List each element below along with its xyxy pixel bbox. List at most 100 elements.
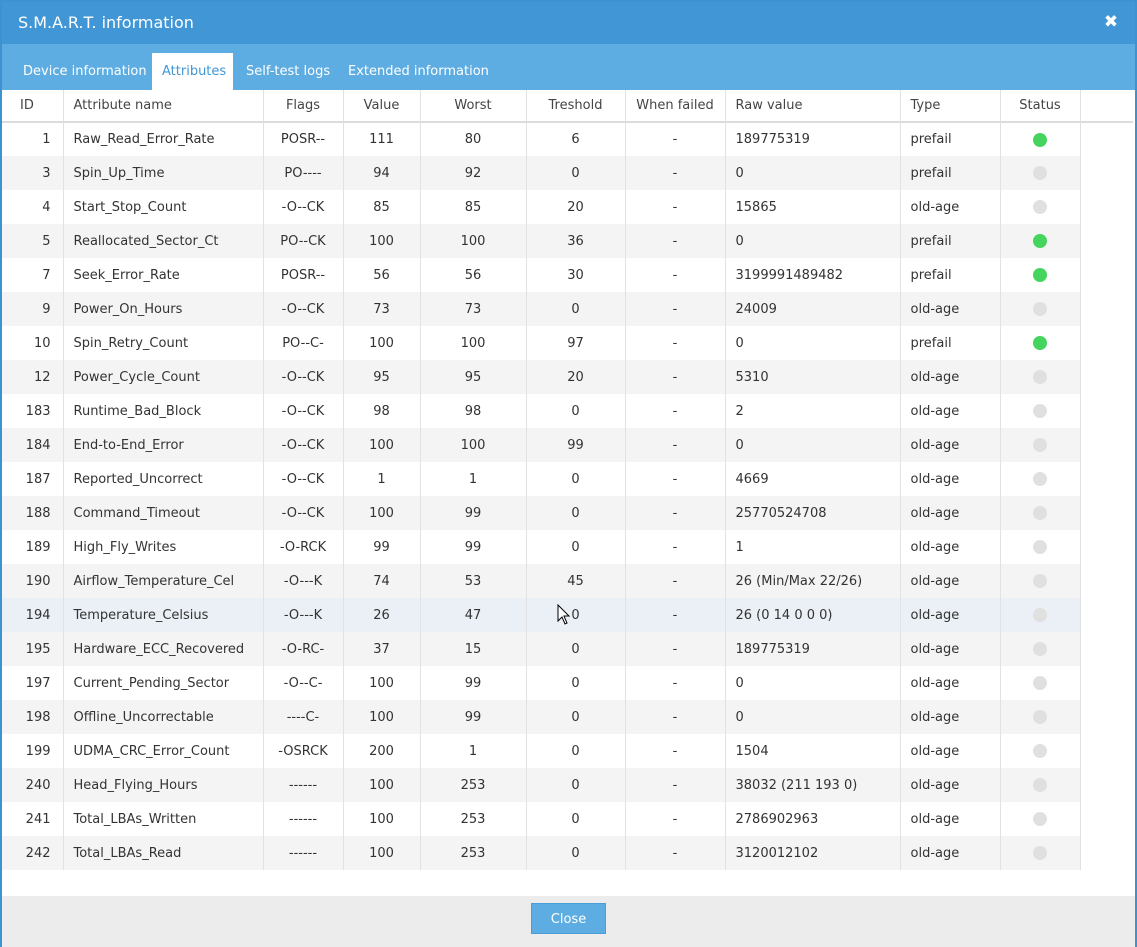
cell-id: 189 [2, 530, 64, 564]
column-header-worst[interactable]: Worst [420, 90, 527, 123]
tab-self-test-logs[interactable]: Self-test logs [246, 64, 331, 79]
cell-spacer [1080, 326, 1133, 360]
tab-device-information[interactable]: Device information [23, 64, 147, 79]
table-row[interactable]: 187 Reported_Uncorrect -O--CK 1 1 0-4669 old-a… [2, 462, 1133, 496]
column-header-type[interactable]: Type [900, 90, 1001, 123]
cell-id: 12 [2, 360, 64, 394]
table-row[interactable]: 242 Total_LBAs_Read ------ 100 253 0-31200121… [2, 836, 1133, 870]
cell-type: old-age [900, 768, 1001, 802]
cell-type: old-age [900, 564, 1001, 598]
cell-type: old-age [900, 700, 1001, 734]
tab-attributes[interactable]: Attributes [152, 53, 233, 90]
cell-status [1000, 394, 1081, 428]
cell-value: 26 [343, 598, 421, 632]
table-row[interactable]: 183 Runtime_Bad_Block -O--CK 98 98 0-2 old-age [2, 394, 1133, 428]
table-row[interactable]: 194 Temperature_Celsius -O---K 26 47 0-26 (0 … [2, 598, 1133, 632]
table-row[interactable]: 4 Start_Stop_Count -O--CK 85 85 20-15865 old-a… [2, 190, 1133, 224]
table-row[interactable]: 10 Spin_Retry_Count PO--C- 100 100 97-0 prefai… [2, 326, 1133, 360]
column-header-raw-value[interactable]: Raw value [725, 90, 901, 123]
cell-id: 10 [2, 326, 64, 360]
status-ok-icon [1033, 268, 1047, 282]
close-icon[interactable]: ✖ [1103, 12, 1119, 32]
table-row[interactable]: 240 Head_Flying_Hours ------ 100 253 0-38032 … [2, 768, 1133, 802]
table-row[interactable]: 188 Command_Timeout -O--CK 100 99 0-257705247… [2, 496, 1133, 530]
cell-attribute-name: Reported_Uncorrect [63, 462, 264, 496]
column-header-when-failed[interactable]: When failed [625, 90, 726, 123]
table-row[interactable]: 198 Offline_Uncorrectable ----C- 100 99 0-0 ol… [2, 700, 1133, 734]
cell-status [1000, 632, 1081, 666]
cell-status [1000, 360, 1081, 394]
column-header-treshold[interactable]: Treshold [526, 90, 626, 123]
status-inactive-icon [1033, 744, 1047, 758]
cell-value: 95 [343, 360, 421, 394]
mouse-cursor-icon [557, 604, 571, 625]
cell-treshold: 45 [526, 564, 626, 598]
cell-treshold: 30 [526, 258, 626, 292]
cell-attribute-name: Power_On_Hours [63, 292, 264, 326]
cell-id: 4 [2, 190, 64, 224]
table-row[interactable]: 190 Airflow_Temperature_Cel -O---K 74 53 45-2… [2, 564, 1133, 598]
cell-worst: 99 [420, 530, 527, 564]
column-header-id[interactable]: ID [2, 90, 64, 123]
cell-flags: -O-RCK [263, 530, 344, 564]
cell-flags: -O--CK [263, 394, 344, 428]
cell-worst: 85 [420, 190, 527, 224]
cell-treshold: 0 [526, 530, 626, 564]
status-ok-icon [1033, 234, 1047, 248]
cell-id: 183 [2, 394, 64, 428]
column-header-flags[interactable]: Flags [263, 90, 344, 123]
table-header-row: ID Attribute name Flags Value Worst Tres… [2, 90, 1133, 123]
close-button[interactable]: Close [531, 903, 606, 934]
cell-flags: -OSRCK [263, 734, 344, 768]
tab-extended-information[interactable]: Extended information [348, 64, 489, 79]
cell-spacer [1080, 428, 1133, 462]
cell-treshold: 0 [526, 394, 626, 428]
cell-raw-value: 189775319 [725, 122, 901, 156]
cell-status [1000, 530, 1081, 564]
table-row[interactable]: 9 Power_On_Hours -O--CK 73 73 0-24009 old-age [2, 292, 1133, 326]
cell-attribute-name: Spin_Retry_Count [63, 326, 264, 360]
cell-spacer [1080, 258, 1133, 292]
cell-when-failed: - [625, 598, 726, 632]
cell-attribute-name: Start_Stop_Count [63, 190, 264, 224]
cell-flags: ------ [263, 768, 344, 802]
column-header-attribute-name[interactable]: Attribute name [63, 90, 264, 123]
dialog-footer: Close [2, 896, 1135, 947]
cell-attribute-name: Spin_Up_Time [63, 156, 264, 190]
cell-worst: 253 [420, 768, 527, 802]
column-header-value[interactable]: Value [343, 90, 421, 123]
table-row[interactable]: 189 High_Fly_Writes -O-RCK 99 99 0-1 old-age [2, 530, 1133, 564]
table-row[interactable]: 3 Spin_Up_Time PO---- 94 92 0-0 prefail [2, 156, 1133, 190]
cell-treshold: 6 [526, 122, 626, 156]
column-header-status[interactable]: Status [1000, 90, 1081, 123]
cell-when-failed: - [625, 122, 726, 156]
cell-spacer [1080, 700, 1133, 734]
cell-value: 99 [343, 530, 421, 564]
table-row[interactable]: 199 UDMA_CRC_Error_Count -OSRCK 200 1 0-1504 o… [2, 734, 1133, 768]
table-row[interactable]: 241 Total_LBAs_Written ------ 100 253 0-27869… [2, 802, 1133, 836]
cell-worst: 1 [420, 734, 527, 768]
cell-value: 37 [343, 632, 421, 666]
cell-when-failed: - [625, 428, 726, 462]
attributes-table: ID Attribute name Flags Value Worst Tres… [2, 90, 1133, 870]
table-row[interactable]: 197 Current_Pending_Sector -O--C- 100 99 0-0 o… [2, 666, 1133, 700]
table-row[interactable]: 195 Hardware_ECC_Recovered -O-RC- 37 15 0-189… [2, 632, 1133, 666]
table-row[interactable]: 1 Raw_Read_Error_Rate POSR-- 111 80 6-1897753… [2, 122, 1133, 156]
cell-spacer [1080, 666, 1133, 700]
cell-spacer [1080, 122, 1133, 156]
cell-worst: 15 [420, 632, 527, 666]
table-row[interactable]: 5 Reallocated_Sector_Ct PO--CK 100 100 36-0 pr… [2, 224, 1133, 258]
cell-treshold: 0 [526, 156, 626, 190]
cell-value: 100 [343, 496, 421, 530]
table-row[interactable]: 12 Power_Cycle_Count -O--CK 95 95 20-5310 old-… [2, 360, 1133, 394]
status-inactive-icon [1033, 642, 1047, 656]
cell-raw-value: 5310 [725, 360, 901, 394]
cell-status [1000, 156, 1081, 190]
cell-status [1000, 326, 1081, 360]
cell-worst: 253 [420, 836, 527, 870]
cell-flags: -O---K [263, 564, 344, 598]
table-row[interactable]: 7 Seek_Error_Rate POSR-- 56 56 30-31999914894… [2, 258, 1133, 292]
cell-value: 111 [343, 122, 421, 156]
cell-value: 100 [343, 700, 421, 734]
table-row[interactable]: 184 End-to-End_Error -O--CK 100 100 99-0 old-a… [2, 428, 1133, 462]
